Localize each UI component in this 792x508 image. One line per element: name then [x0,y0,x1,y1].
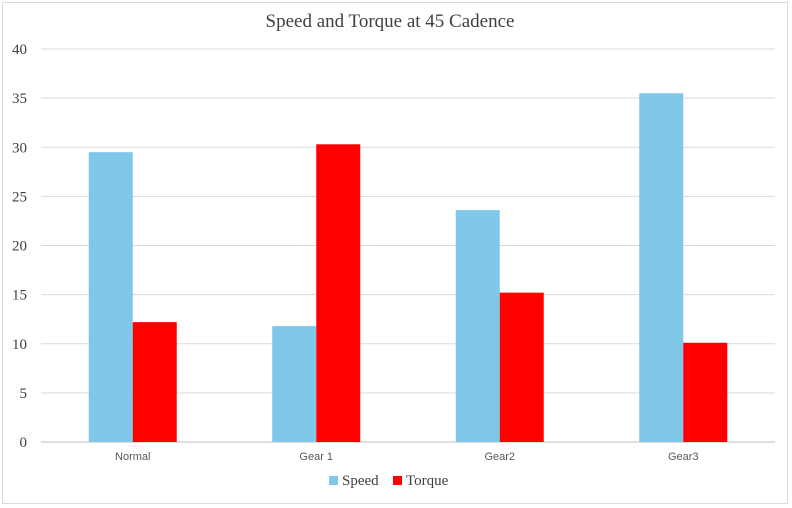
legend-label: Torque [406,473,449,489]
y-tick-label: 30 [12,140,27,156]
y-tick-label: 10 [12,337,27,353]
legend-label: Speed [342,473,379,489]
legend-item-torque: Torque [393,473,449,489]
legend: Speed Torque [329,473,449,489]
bar-speed-3 [639,93,684,443]
y-tick-label: 5 [20,386,28,402]
legend-item-speed: Speed [329,473,379,489]
y-tick-label: 25 [12,189,27,205]
y-tick-label: 15 [12,288,27,304]
chart-title: Speed and Torque at 45 Cadence [266,11,515,32]
y-tick-label: 20 [12,239,27,255]
y-tick-label: 0 [20,435,28,451]
x-tick-label: Gear3 [668,451,699,463]
bar-torque-1 [316,144,361,443]
x-tick-label: Gear2 [484,451,515,463]
bar-speed-2 [455,210,500,442]
bar-speed-1 [272,326,317,442]
x-tick-label: Gear 1 [299,451,333,463]
y-axis-ticks: 0 5 10 15 20 25 30 35 40 [12,42,27,451]
y-tick-label: 40 [12,42,27,58]
x-tick-label: Normal [115,451,150,463]
legend-swatch [329,476,338,485]
bar-torque-3 [683,342,728,442]
y-tick-label: 35 [12,91,27,107]
bars [88,93,728,443]
bar-torque-0 [132,322,177,442]
bar-speed-0 [88,152,133,442]
x-axis-ticks: Normal Gear 1 Gear2 Gear3 [115,451,699,463]
bar-torque-2 [499,292,544,442]
legend-swatch [393,476,402,485]
